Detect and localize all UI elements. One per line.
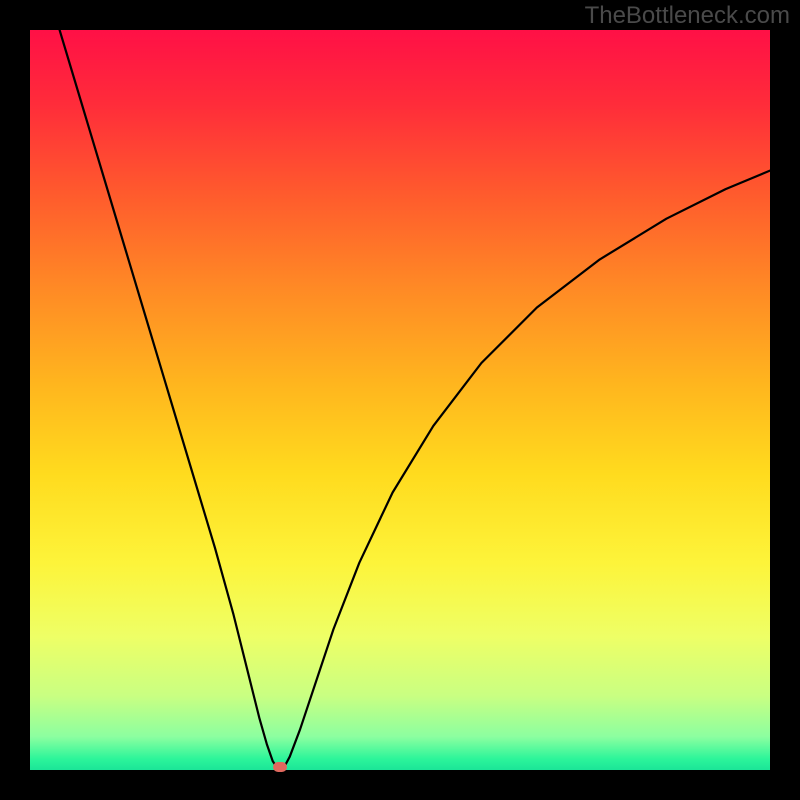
bottleneck-curve	[60, 30, 770, 770]
chart-container: TheBottleneck.com	[0, 0, 800, 800]
optimal-point-marker	[273, 762, 287, 772]
curve-svg	[30, 30, 770, 770]
watermark-text: TheBottleneck.com	[585, 2, 790, 30]
chart-plot-area	[30, 30, 770, 770]
